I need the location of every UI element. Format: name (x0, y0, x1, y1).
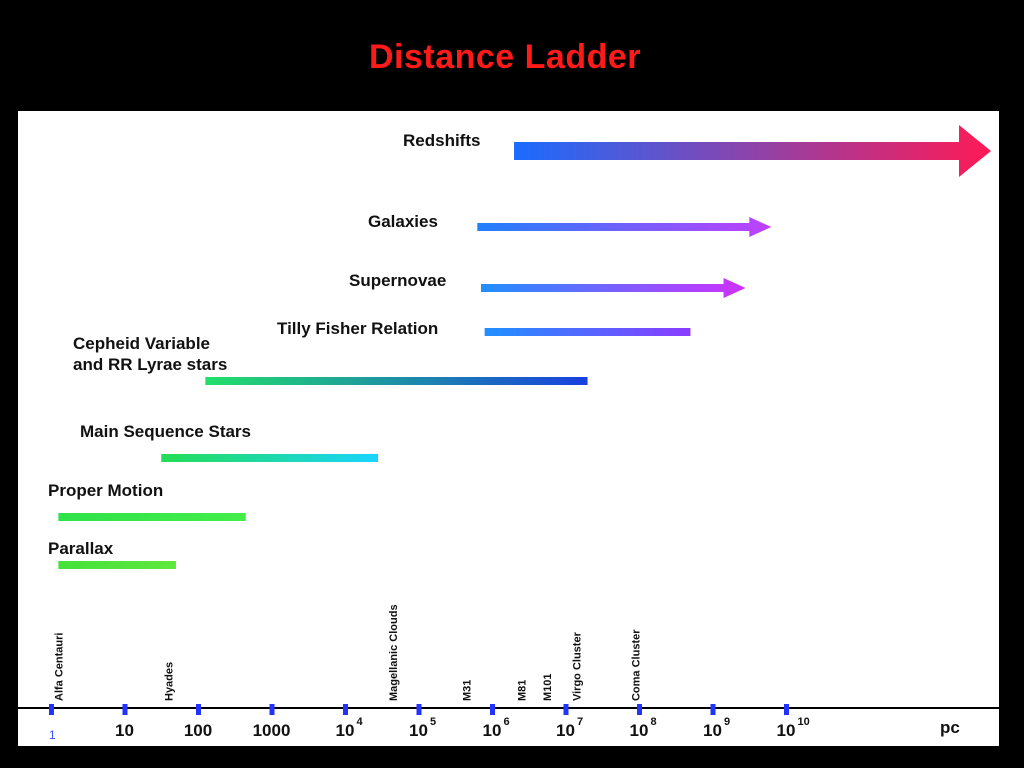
tick-mark-9 (710, 704, 716, 715)
tick-mark-1 (122, 704, 128, 715)
bar-supernovae (480, 278, 746, 298)
tick-mark-4 (343, 704, 348, 715)
landmark-coma-cluster: Coma Cluster (630, 629, 642, 701)
method-labels: Redshifts Galaxies Supernovae Tilly Fisher … (48, 131, 480, 558)
tick-mark-10 (784, 704, 789, 715)
chart-title: Distance Ladder (368, 38, 642, 76)
tick-mark-3 (269, 704, 275, 715)
method-bars (58, 125, 991, 569)
bar-main-sequence-stars (161, 454, 379, 462)
tick-mark-0 (49, 704, 54, 715)
label-galaxies: Galaxies (368, 212, 438, 231)
tick-label-10: 10 (777, 721, 796, 740)
label-cepheid-variable-and-rr-lyrae-stars-line-1: Cepheid Variable (73, 334, 210, 353)
label-cepheid-variable-and-rr-lyrae-stars-line-2: and RR Lyrae stars (73, 355, 227, 374)
label-supernovae: Supernovae (349, 271, 446, 290)
tick-sup-6: 6 (504, 716, 510, 728)
tick-label-2: 100 (184, 721, 212, 740)
tick-sup-7: 7 (577, 716, 583, 728)
label-parallax: Parallax (48, 539, 114, 558)
tick-label-8: 10 (630, 721, 649, 740)
tick-mark-6 (490, 704, 495, 715)
landmark-hyades: Hyades (164, 662, 176, 701)
x-axis: 1 10 100 1000 10 4 10 5 10 6 10 7 10 8 10 9 10 10 pc (18, 704, 999, 742)
tick-label-9: 10 (703, 721, 722, 740)
tick-sup-5: 5 (430, 716, 436, 728)
tick-label-0: 1 (49, 728, 56, 742)
label-tilly-fisher-relation: Tilly Fisher Relation (277, 319, 438, 338)
landmark-m31: M31 (461, 680, 473, 701)
bar-galaxies (477, 217, 772, 237)
bar-cepheid-variable-and-rr-lyrae-stars (205, 377, 588, 385)
tick-mark-2 (196, 704, 201, 715)
label-main-sequence-stars: Main Sequence Stars (80, 422, 251, 441)
tick-label-3: 1000 (253, 721, 291, 740)
tick-label-1: 10 (115, 721, 134, 740)
tick-sup-8: 8 (651, 716, 657, 728)
bar-redshifts (514, 125, 991, 177)
bar-proper-motion (58, 513, 246, 521)
landmark-labels: Alfa Centauri Hyades Magellanic Clouds M31 M… (53, 604, 642, 701)
chart-panel: Redshifts Galaxies Supernovae Tilly Fisher … (18, 111, 999, 746)
tick-sup-10: 10 (798, 716, 810, 728)
landmark-m81: M81 (516, 680, 528, 701)
label-proper-motion: Proper Motion (48, 481, 163, 500)
tick-label-4: 10 (336, 721, 355, 740)
x-unit-label: pc (940, 718, 960, 737)
tick-label-6: 10 (483, 721, 502, 740)
label-redshifts: Redshifts (403, 131, 480, 150)
tick-label-5: 10 (409, 721, 428, 740)
bar-tilly-fisher-relation (484, 328, 691, 336)
distance-ladder-chart: Redshifts Galaxies Supernovae Tilly Fisher … (18, 125, 999, 742)
tick-sup-4: 4 (357, 716, 364, 728)
bar-parallax (58, 561, 176, 569)
landmark-m101: M101 (542, 673, 554, 701)
tick-mark-8 (637, 704, 642, 715)
tick-sup-9: 9 (724, 716, 730, 728)
landmark-virgo-cluster: Virgo Cluster (572, 631, 584, 701)
tick-mark-5 (416, 704, 422, 715)
landmark-magellanic-clouds: Magellanic Clouds (388, 604, 400, 701)
tick-mark-7 (563, 704, 569, 715)
landmark-alfa-centauri: Alfa Centauri (53, 633, 65, 701)
tick-label-7: 10 (556, 721, 575, 740)
